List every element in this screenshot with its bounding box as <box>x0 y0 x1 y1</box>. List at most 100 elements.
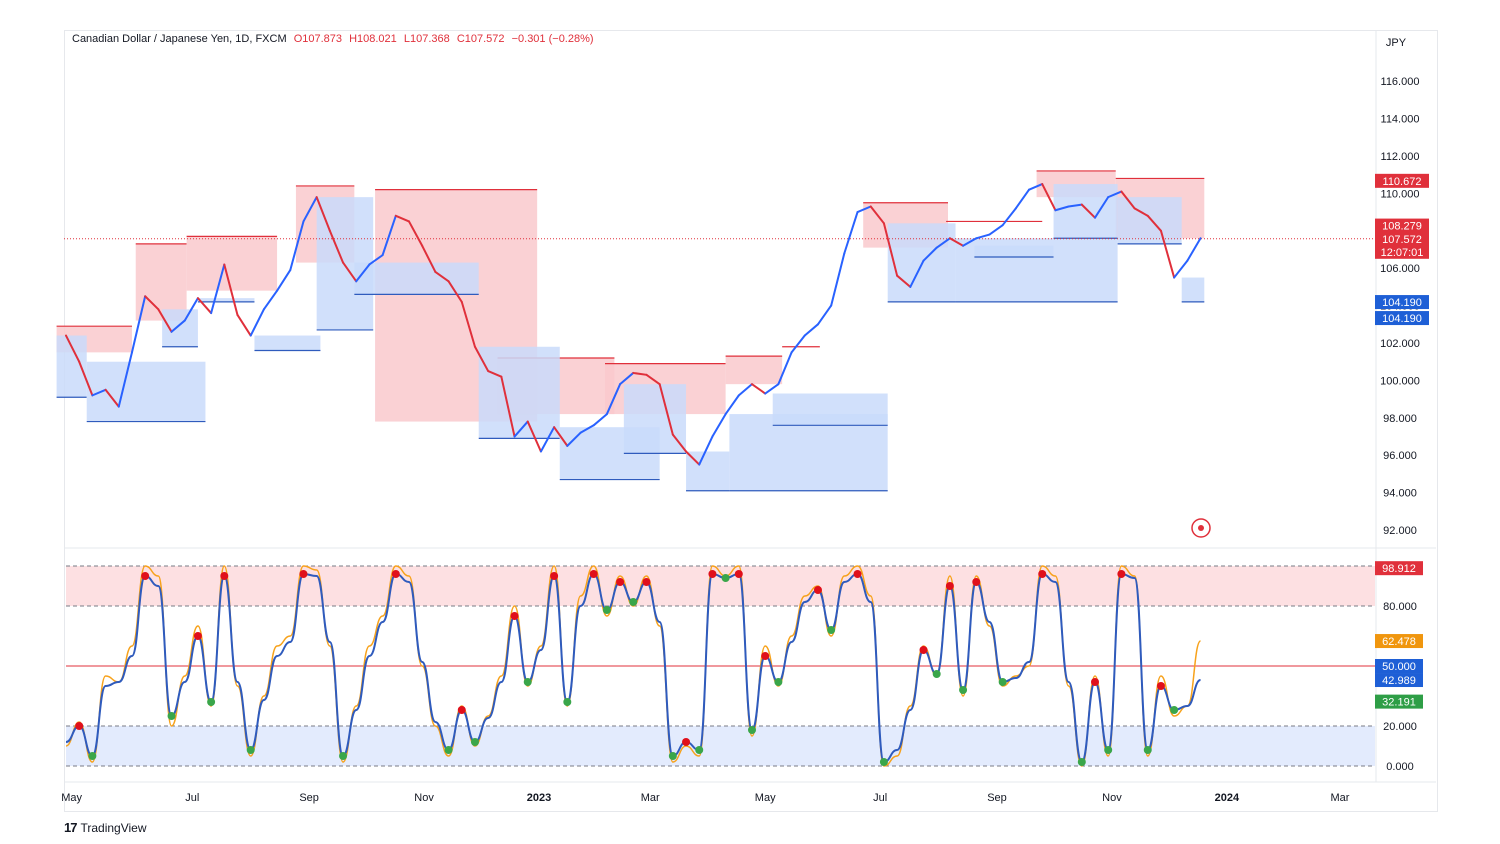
oscillator-tag-label: 50.000 <box>1382 661 1416 673</box>
price-segment <box>764 383 780 395</box>
price-segment <box>1028 183 1044 191</box>
price-segment <box>553 426 569 447</box>
price-segment <box>210 263 226 315</box>
price-segment <box>605 383 622 416</box>
price-segment <box>381 214 397 257</box>
oscillator-tick-label: 20.000 <box>1383 721 1417 733</box>
buy-signal-dot <box>444 746 453 754</box>
time-tick-label: Mar <box>1331 792 1350 804</box>
price-segment <box>513 420 529 438</box>
price-segment <box>289 220 305 272</box>
price-segment <box>223 263 239 316</box>
time-tick-label: Nov <box>414 792 434 804</box>
buy-signal-dot <box>207 698 216 706</box>
sell-signal-dot <box>193 632 202 640</box>
buy-signal-dot <box>774 678 783 686</box>
price-segment <box>473 345 490 373</box>
price-segment <box>460 300 476 348</box>
price-segment <box>302 196 318 223</box>
support-zone <box>197 298 255 302</box>
price-segment <box>685 450 701 466</box>
buy-signal-dot <box>932 670 941 678</box>
sell-signal-dot <box>708 570 717 578</box>
sell-signal-dot <box>510 612 519 620</box>
support-zone <box>1117 197 1182 244</box>
price-tick-label: 114.000 <box>1381 114 1420 126</box>
buy-signal-dot <box>246 746 255 754</box>
ohlc-change: −0.301 (−0.28%) <box>511 33 594 45</box>
buy-signal-dot <box>1104 746 1113 754</box>
time-tick-label: 2023 <box>527 792 551 804</box>
buy-signal-dot <box>668 752 677 760</box>
buy-signal-dot <box>523 678 532 686</box>
time-tick-label: May <box>61 792 82 804</box>
time-tick-label: Jul <box>873 792 887 804</box>
oscillator-tag <box>1375 561 1423 576</box>
price-tag <box>1375 218 1429 233</box>
price-segment <box>526 420 542 453</box>
price-tick-label: 92.000 <box>1383 525 1417 537</box>
price-segment <box>1186 237 1202 262</box>
support-zone <box>478 346 560 439</box>
sell-signal-dot <box>1156 682 1165 690</box>
buy-signal-dot <box>748 726 756 734</box>
price-segment <box>1041 183 1057 212</box>
sell-signal-dot <box>457 706 466 714</box>
price-segment <box>592 413 608 427</box>
ohlc-close: C107.572 <box>456 33 505 45</box>
price-tag <box>1375 295 1429 310</box>
currency-label: JPY <box>1386 37 1407 49</box>
tradingview-branding[interactable]: 17 TradingView <box>64 820 147 835</box>
price-tag-label: 104.190 <box>1382 313 1422 325</box>
price-tick-label: 110.000 <box>1381 188 1420 200</box>
buy-signal-dot <box>629 598 638 606</box>
sell-signal-dot <box>734 570 743 578</box>
price-tick-label: 116.000 <box>1381 76 1420 88</box>
price-segment <box>830 252 846 307</box>
price-tag-label: 12:07:01 <box>1381 247 1424 259</box>
price-segment <box>1146 214 1162 232</box>
oscillator-tick-label: 80.000 <box>1383 601 1417 613</box>
symbol-title: Canadian Dollar / Japanese Yen, 1D, FXCM <box>72 33 287 45</box>
price-segment <box>408 220 424 247</box>
sell-signal-dot <box>761 652 770 660</box>
price-segment <box>130 295 147 354</box>
support-zone <box>1181 277 1205 302</box>
oscillator-tick-label: 0.000 <box>1386 761 1414 773</box>
oscillator-tag-label: 62.478 <box>1382 636 1416 648</box>
buy-signal-dot <box>602 606 611 614</box>
price-tick-label: 98.000 <box>1383 413 1417 425</box>
time-tick-label: 2024 <box>1215 792 1240 804</box>
price-segment <box>869 205 885 225</box>
sell-signal-dot <box>589 570 598 578</box>
buy-signal-dot <box>998 678 1007 686</box>
time-tick-label: Sep <box>299 792 319 804</box>
buy-signal-dot <box>1170 706 1179 714</box>
price-segment <box>394 214 410 223</box>
oscillator-tag <box>1375 659 1423 673</box>
brand-label: TradingView <box>80 820 147 835</box>
price-segment <box>856 205 872 214</box>
support-zone <box>1053 184 1118 239</box>
price-segment <box>315 196 331 232</box>
time-tick-label: Nov <box>1102 792 1122 804</box>
price-segment <box>1014 188 1031 210</box>
support-zone <box>354 262 479 295</box>
sell-signal-dot <box>550 572 559 580</box>
price-segment <box>711 413 727 438</box>
target-icon <box>1191 518 1211 538</box>
time-tick-label: Sep <box>987 792 1007 804</box>
price-segment <box>566 431 582 447</box>
buy-signal-dot <box>827 626 836 634</box>
sell-signal-dot <box>75 722 84 730</box>
sell-signal-dot <box>853 570 862 578</box>
support-zone <box>974 245 1054 257</box>
price-tick-label: 112.000 <box>1381 151 1420 163</box>
price-tag <box>1375 173 1429 188</box>
price-segment <box>671 433 688 453</box>
price-tick-label: 96.000 <box>1383 450 1417 462</box>
price-segment <box>262 289 279 311</box>
buy-signal-dot <box>721 574 730 582</box>
sell-signal-dot <box>945 582 954 590</box>
